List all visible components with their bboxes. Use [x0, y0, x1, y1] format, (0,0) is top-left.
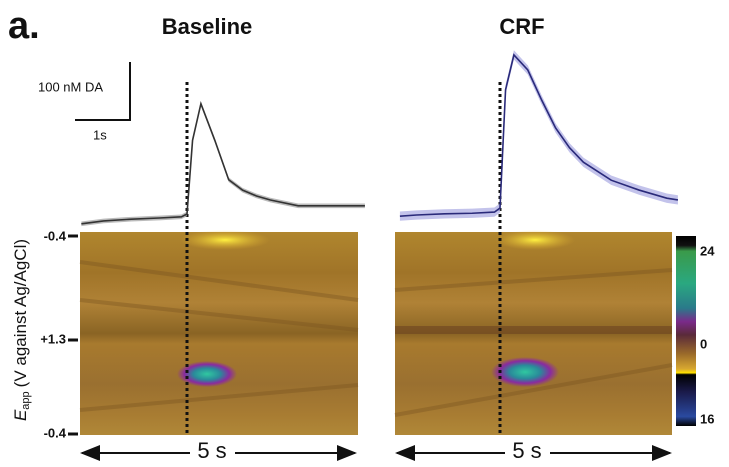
colorbar-label: 0	[700, 336, 707, 351]
striation	[79, 260, 673, 417]
scale-y-label: 100 nM DA	[38, 79, 103, 94]
y-tick	[68, 234, 78, 436]
y-axis-label: Eapp (V against Ag/AgCl)	[11, 239, 31, 421]
y-tick-label: +1.3	[40, 331, 66, 346]
x-label: 5 s	[197, 438, 226, 463]
y-axis-symbol: E	[11, 409, 30, 421]
colorbar	[676, 236, 696, 426]
colorbar-label: 24	[700, 243, 715, 258]
oxidation-blob	[177, 361, 237, 387]
error-band	[399, 50, 678, 221]
panel-title: CRF	[499, 14, 544, 39]
y-axis-subscript: app	[20, 391, 32, 409]
y-axis-text: (V against Ag/AgCl)	[11, 239, 30, 387]
colorbar-label: 16	[700, 411, 714, 426]
striation	[395, 326, 672, 334]
y-tick-label: -0.4	[44, 228, 67, 243]
panel-label: a.	[8, 5, 40, 47]
hot-spot	[180, 230, 270, 250]
trace	[81, 100, 365, 225]
y-tick-label: -0.4	[44, 425, 67, 440]
scale-bar: 100 nM DA 1s	[38, 62, 131, 142]
x-label: 5 s	[512, 438, 541, 463]
color-plot: -0.4 +1.3 -0.4 Eapp (V against Ag/AgCl) 2…	[11, 82, 715, 463]
panel-title: Baseline	[162, 14, 253, 39]
oxidation-blob	[491, 357, 559, 387]
scale-x-label: 1s	[93, 127, 107, 142]
trace	[399, 53, 679, 217]
hot-spot	[495, 230, 575, 250]
heatmap	[80, 232, 358, 435]
